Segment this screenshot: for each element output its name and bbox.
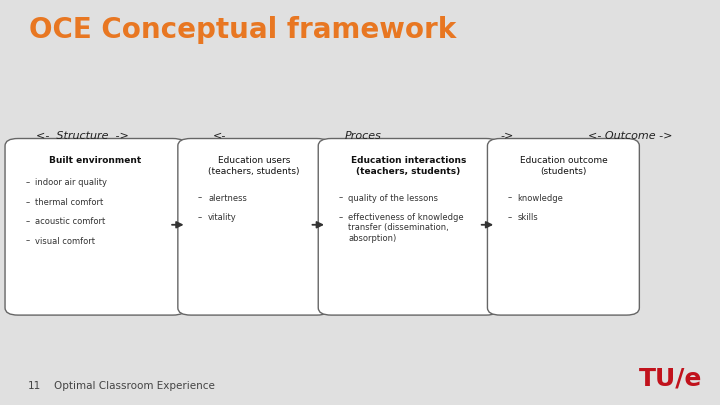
Text: vitality: vitality	[208, 213, 237, 222]
Text: –: –	[198, 213, 202, 222]
Text: <- Outcome ->: <- Outcome ->	[588, 131, 672, 141]
Text: thermal comfort: thermal comfort	[35, 198, 104, 207]
Text: alertness: alertness	[208, 194, 247, 202]
Text: –: –	[508, 213, 512, 222]
FancyBboxPatch shape	[178, 139, 330, 315]
Text: skills: skills	[518, 213, 539, 222]
Text: TU/e: TU/e	[639, 367, 702, 391]
Text: 11: 11	[27, 381, 40, 391]
Text: indoor air quality: indoor air quality	[35, 178, 107, 187]
FancyBboxPatch shape	[487, 139, 639, 315]
Text: –: –	[198, 194, 202, 202]
Text: Education users
(teachers, students): Education users (teachers, students)	[208, 156, 300, 176]
Text: <-  Structure  ->: <- Structure ->	[37, 131, 129, 141]
FancyBboxPatch shape	[5, 139, 186, 315]
Text: Proces: Proces	[345, 131, 382, 141]
Text: –: –	[338, 213, 343, 222]
Text: –: –	[338, 194, 343, 202]
Text: visual comfort: visual comfort	[35, 237, 95, 245]
Text: Education interactions
(teachers, students): Education interactions (teachers, studen…	[351, 156, 467, 176]
Text: Optimal Classroom Experience: Optimal Classroom Experience	[54, 381, 215, 391]
Text: <-: <-	[213, 131, 226, 141]
Text: acoustic comfort: acoustic comfort	[35, 217, 106, 226]
Text: –: –	[25, 237, 30, 245]
Text: ->: ->	[501, 131, 514, 141]
Text: –: –	[508, 194, 512, 202]
Text: Built environment: Built environment	[49, 156, 142, 165]
Text: OCE Conceptual framework: OCE Conceptual framework	[29, 16, 456, 44]
Text: –: –	[25, 178, 30, 187]
FancyBboxPatch shape	[318, 139, 499, 315]
Text: knowledge: knowledge	[518, 194, 564, 202]
Text: –: –	[25, 217, 30, 226]
Text: quality of the lessons: quality of the lessons	[348, 194, 438, 202]
Text: –: –	[25, 198, 30, 207]
Text: effectiveness of knowledge
transfer (dissemination,
absorption): effectiveness of knowledge transfer (dis…	[348, 213, 464, 243]
Text: Education outcome
(students): Education outcome (students)	[520, 156, 607, 176]
